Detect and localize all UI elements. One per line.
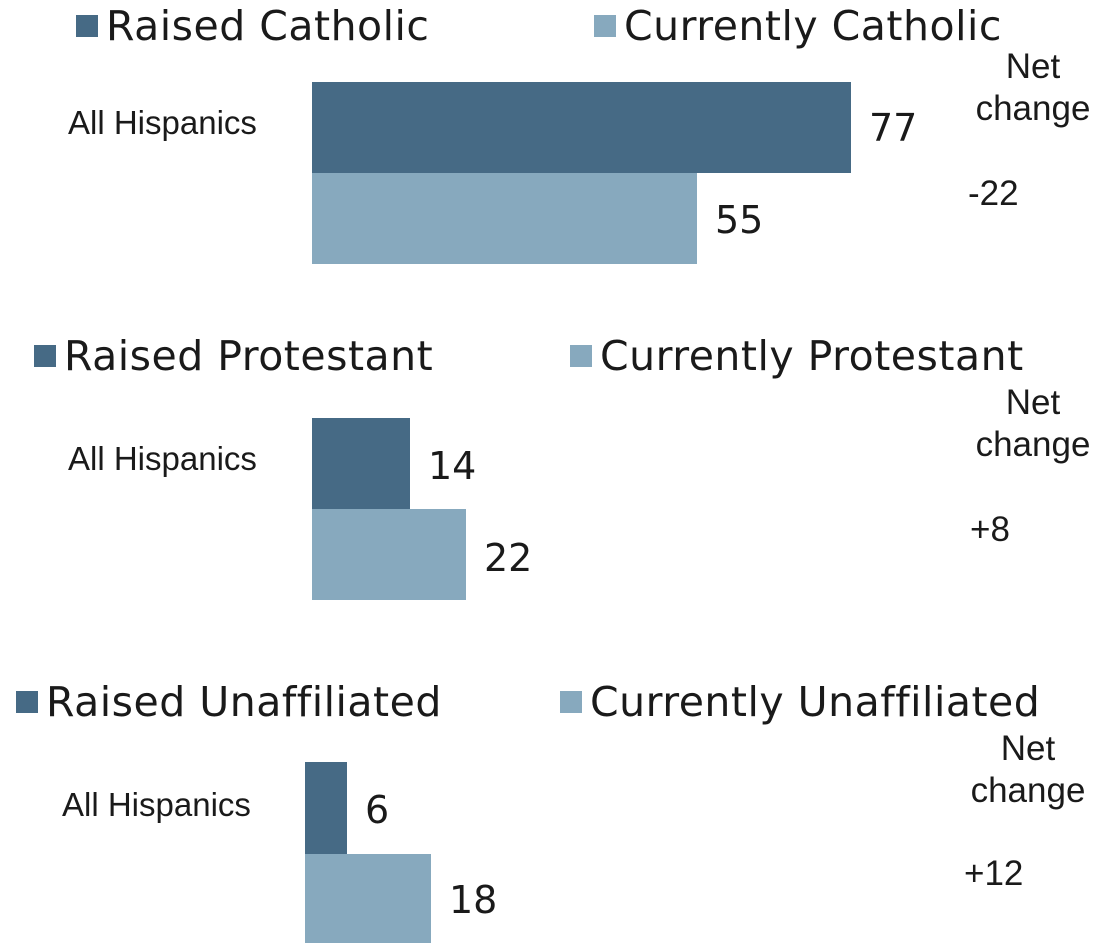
value-label-currently-unaffiliated: 18 — [449, 878, 498, 922]
net-change-heading-line2: change — [970, 771, 1086, 810]
category-label: All Hispanics — [62, 786, 251, 823]
chart-unaffiliated: Raised Unaffiliated Currently Unaffiliat… — [0, 676, 1105, 943]
legend-swatch-currently — [560, 691, 582, 713]
legend-raised-catholic: Raised Catholic — [76, 2, 429, 50]
legend-raised-unaffiliated: Raised Unaffiliated — [16, 678, 442, 726]
legend-currently-unaffiliated: Currently Unaffiliated — [560, 678, 1040, 726]
legend-swatch-raised — [16, 691, 38, 713]
category-label: All Hispanics — [68, 104, 257, 141]
legend-swatch-currently — [594, 15, 616, 37]
bar-currently-catholic — [312, 173, 697, 264]
net-change-heading: Net change — [958, 728, 1098, 812]
legend-swatch-raised — [76, 15, 98, 37]
chart-protestant: Raised Protestant Currently Protestant N… — [0, 330, 1105, 610]
net-change-value: -22 — [968, 174, 1019, 213]
chart-catholic: Raised Catholic Currently Catholic Net c… — [0, 0, 1105, 290]
legend-label: Raised Unaffiliated — [46, 678, 442, 726]
category-label: All Hispanics — [68, 440, 257, 477]
value-label-raised-catholic: 77 — [869, 106, 918, 150]
bar-currently-unaffiliated — [305, 854, 431, 943]
bar-raised-protestant — [312, 418, 410, 509]
bar-raised-unaffiliated — [305, 762, 347, 854]
legend-swatch-currently — [570, 345, 592, 367]
net-change-heading-line1: Net — [1005, 383, 1061, 422]
net-change-heading-line2: change — [975, 89, 1091, 128]
net-change-value: +8 — [970, 510, 1010, 549]
legend-label: Currently Protestant — [600, 332, 1024, 380]
legend-currently-protestant: Currently Protestant — [570, 332, 1024, 380]
legend-currently-catholic: Currently Catholic — [594, 2, 1002, 50]
value-label-raised-protestant: 14 — [428, 444, 477, 488]
net-change-heading-line1: Net — [1005, 47, 1061, 86]
net-change-value: +12 — [964, 854, 1024, 893]
legend-label: Currently Catholic — [624, 2, 1002, 50]
bar-raised-catholic — [312, 82, 851, 173]
bar-currently-protestant — [312, 509, 466, 600]
legend-label: Raised Protestant — [64, 332, 434, 380]
net-change-heading: Net change — [963, 46, 1103, 130]
net-change-heading-line2: change — [975, 425, 1091, 464]
net-change-heading: Net change — [963, 382, 1103, 466]
value-label-currently-protestant: 22 — [484, 536, 533, 580]
value-label-raised-unaffiliated: 6 — [365, 788, 390, 832]
legend-swatch-raised — [34, 345, 56, 367]
legend-label: Raised Catholic — [106, 2, 430, 50]
legend-raised-protestant: Raised Protestant — [34, 332, 433, 380]
net-change-heading-line1: Net — [1000, 729, 1056, 768]
value-label-currently-catholic: 55 — [715, 198, 764, 242]
legend-label: Currently Unaffiliated — [590, 678, 1041, 726]
